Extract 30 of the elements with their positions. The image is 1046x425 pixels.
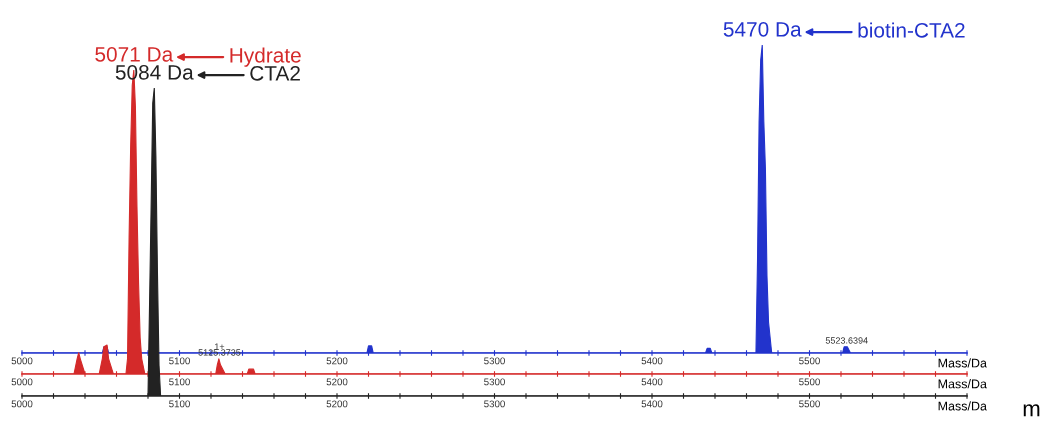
x-tick-label: 5400 — [641, 378, 663, 386]
annotation: 5071 Da — [95, 46, 174, 62]
text: biotin-CTA2 — [858, 22, 965, 38]
x-tick-label: 5100 — [169, 357, 190, 365]
x-axis-title: Mass/Da — [938, 379, 987, 389]
x-tick-label: 5200 — [326, 400, 348, 408]
x-tick-label: 5300 — [484, 400, 505, 408]
text: m — [1023, 404, 1040, 417]
x-tick-label: 5100 — [169, 378, 190, 386]
annotation: 1+ — [215, 343, 225, 350]
x-tick-label: 5300 — [484, 357, 505, 365]
x-tick-label: 5500 — [799, 357, 820, 365]
annotation: CTA2 — [250, 65, 300, 81]
x-tick-label: 5000 — [11, 357, 33, 365]
x-tick-label: 5500 — [799, 378, 820, 386]
x-axis-title: Mass/Da — [938, 358, 987, 368]
x-tick-label: 5000 — [11, 400, 33, 408]
x-tick-label: 5400 — [641, 357, 663, 365]
annotation: 5523.6394 — [825, 337, 868, 344]
x-tick-label: 5300 — [484, 378, 505, 386]
annotation: 5470 Da — [723, 21, 802, 37]
x-tick-label: 5200 — [326, 378, 348, 386]
annotation: Hydrate — [230, 47, 301, 67]
x-tick-label: 5400 — [641, 400, 663, 408]
x-tick-label: 5200 — [326, 357, 348, 365]
x-tick-label: 5000 — [11, 378, 33, 386]
x-tick-label: 5500 — [799, 400, 820, 408]
x-tick-label: 5100 — [169, 400, 190, 408]
annotation: 5084 Da — [115, 64, 194, 80]
x-axis-title: Mass/Da — [938, 401, 987, 411]
